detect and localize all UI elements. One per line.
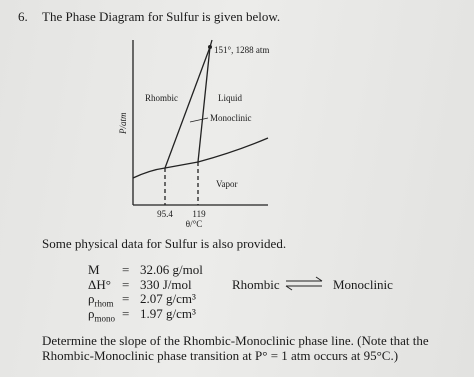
- equals: =: [122, 305, 130, 321]
- rhombic-monoclinic-line: [164, 46, 211, 169]
- prompt: The Phase Diagram for Sulfur is given be…: [42, 9, 281, 24]
- equilibrium-left: Rhombic: [232, 277, 280, 292]
- region-label: Rhombic: [145, 93, 178, 103]
- symbol-text: ΔH°: [88, 276, 111, 292]
- value: 32.06 g/mol: [140, 262, 203, 277]
- equilibrium-arrows: [285, 276, 323, 291]
- data-intro: Some physical data for Sulfur is also pr…: [42, 236, 287, 251]
- equals: =: [122, 276, 130, 292]
- symbol: ρrhom: [88, 291, 114, 309]
- value: 1.97 g/cm³: [140, 305, 196, 321]
- symbol: ΔH°: [88, 277, 111, 293]
- triple-point-label: 151°, 1288 atm: [214, 45, 269, 55]
- region-label: Vapor: [216, 179, 238, 189]
- value: 330 J/mol: [140, 276, 192, 292]
- equilibrium-right: Monoclinic: [333, 277, 393, 292]
- equals: =: [122, 262, 130, 277]
- value: 2.07 g/cm³: [140, 291, 196, 306]
- monoclinic-liquid-line: [197, 46, 211, 163]
- symbol-text: ρ: [88, 291, 95, 306]
- y-axis-label: P/atm: [118, 112, 128, 135]
- pointer: [189, 117, 209, 123]
- symbol-subscript: rhom: [94, 298, 114, 309]
- x-axis-label: θ/°C: [186, 219, 202, 229]
- task: Determine the slope of the Rhombic-Monoc…: [42, 333, 429, 363]
- symbol-subscript: mono: [94, 313, 116, 324]
- x-mark-label: 119: [192, 209, 206, 219]
- question-number: 6.: [18, 9, 28, 24]
- symbol: M: [88, 262, 100, 278]
- symbol: ρmono: [88, 306, 115, 324]
- triple-point: [208, 45, 212, 49]
- region-label: Liquid: [218, 93, 242, 103]
- x-mark-label: 95.4: [157, 209, 173, 219]
- region-label: Monoclinic: [210, 113, 252, 123]
- equals: =: [122, 291, 130, 306]
- symbol-text: ρ: [88, 305, 95, 321]
- symbol-text: M: [88, 262, 100, 277]
